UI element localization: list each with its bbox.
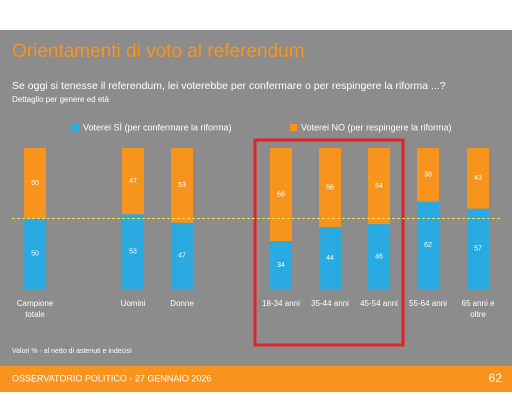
x-tick-label: Uomini: [120, 299, 146, 308]
footer-bar: [0, 366, 512, 392]
note: Valori % - al netto di astenuti e indeci…: [12, 348, 132, 355]
value-label: 38: [424, 172, 432, 179]
bar-segment: [319, 148, 341, 227]
subtitle2: Dettaglio per genere ed età: [12, 95, 110, 104]
bar-segment: [417, 201, 439, 289]
bar-segment: [467, 148, 489, 209]
x-tick-label: 65 anni e oltre: [461, 299, 495, 319]
x-tick-label: 55-64 anni: [409, 299, 447, 308]
value-label: 50: [31, 180, 39, 187]
chart-title: Orientamenti di voto al referendum: [12, 41, 305, 62]
value-label: 43: [474, 175, 482, 182]
x-tick-label: 35-44 anni: [311, 299, 349, 308]
value-label: 62: [424, 242, 432, 249]
value-label: 56: [326, 184, 334, 191]
legend-swatch: [72, 124, 79, 131]
value-label: 47: [129, 178, 137, 185]
highlight-box: [253, 138, 405, 347]
value-label: 54: [375, 183, 383, 190]
value-label: 66: [277, 191, 285, 198]
subtitle: Se oggi si tenesse il referendum, lei vo…: [12, 80, 446, 92]
value-label: 50: [31, 251, 39, 258]
x-tick-label: Campione totale: [16, 299, 54, 319]
bar-segment: [122, 214, 144, 289]
value-label: 53: [129, 248, 137, 255]
legend-label: Voterei SÌ (per confermare la riforma): [83, 122, 232, 132]
bar-segment: [368, 148, 390, 225]
x-tick-label: 45-54 anni: [360, 299, 398, 308]
bar-segment: [24, 148, 46, 219]
x-tick-label: Donne: [170, 299, 194, 308]
bar-segment: [270, 241, 292, 289]
bar-segment: [417, 148, 439, 202]
x-tick-label: 18-34 anni: [262, 299, 300, 308]
footer: OSSERVATORIO POLITICO - 27 GENNAIO 2026: [12, 373, 211, 383]
value-label: 46: [375, 253, 383, 260]
bar-segment: [368, 224, 390, 289]
legend-label: Voterei NO (per respingere la riforma): [301, 122, 452, 132]
bar-segment: [24, 218, 46, 289]
bar-segment: [122, 148, 144, 215]
value-label: 57: [474, 246, 482, 253]
bar-segment: [467, 208, 489, 289]
value-label: 53: [178, 182, 186, 189]
value-label: 34: [277, 262, 285, 269]
page-number: 62: [489, 371, 503, 385]
legend-swatch: [290, 124, 297, 131]
value-label: 44: [326, 255, 334, 262]
bar-segment: [171, 148, 193, 223]
value-label: 47: [178, 253, 186, 260]
bar-segment: [319, 226, 341, 289]
bar-segment: [270, 148, 292, 242]
bar-segment: [171, 222, 193, 289]
